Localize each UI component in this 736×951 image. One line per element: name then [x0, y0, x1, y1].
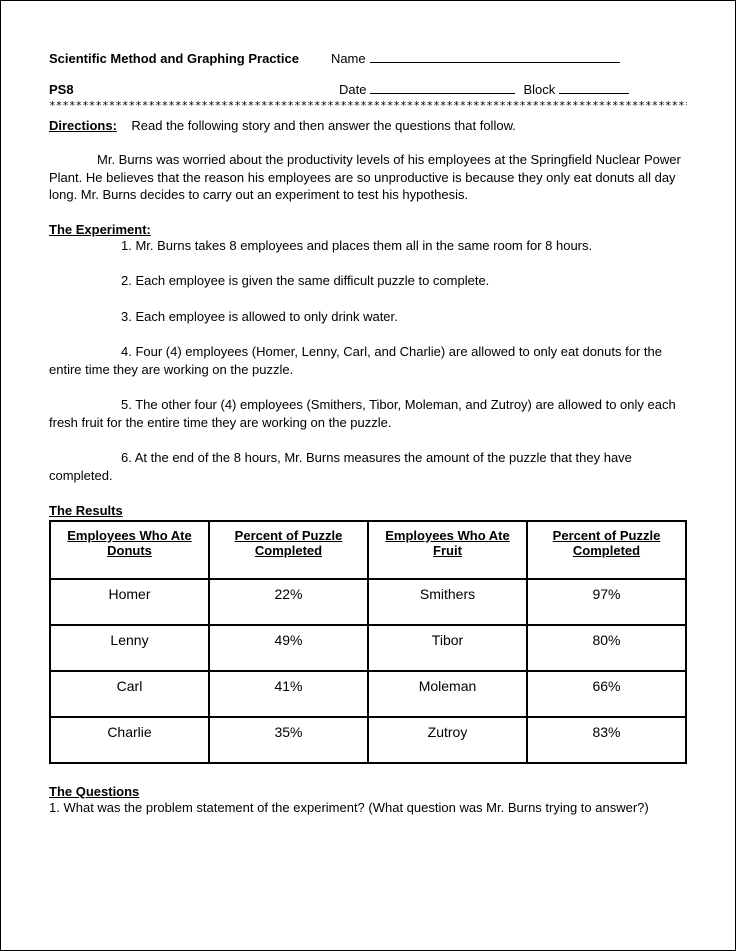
question-1: 1. What was the problem statement of the… — [49, 799, 687, 817]
cell: 22% — [209, 579, 368, 625]
header-row-2: PS8 Date Block — [49, 80, 687, 97]
table-row: Lenny 49% Tibor 80% — [50, 625, 686, 671]
course-code: PS8 — [49, 82, 339, 97]
story-paragraph: Mr. Burns was worried about the producti… — [49, 151, 687, 204]
header-row-1: Scientific Method and Graphing Practice … — [49, 49, 687, 66]
date-label: Date — [339, 82, 366, 97]
question-text: What was the problem statement of the ex… — [63, 800, 648, 815]
table-row: Charlie 35% Zutroy 83% — [50, 717, 686, 763]
name-blank — [370, 49, 620, 63]
col-header-2: Percent of Puzzle Completed — [209, 521, 368, 579]
divider-stars: ****************************************… — [49, 99, 687, 112]
table-header-row: Employees Who Ate Donuts Percent of Puzz… — [50, 521, 686, 579]
exp-step-2: 2. Each employee is given the same diffi… — [49, 272, 687, 290]
directions: Directions: Read the following story and… — [49, 118, 687, 133]
col-header-4: Percent of Puzzle Completed — [527, 521, 686, 579]
date-blank — [370, 80, 515, 94]
directions-label: Directions: — [49, 118, 117, 133]
worksheet-page: Scientific Method and Graphing Practice … — [0, 0, 736, 951]
name-label: Name — [331, 51, 366, 66]
exp-step-6: 6. At the end of the 8 hours, Mr. Burns … — [49, 449, 687, 484]
cell: Lenny — [50, 625, 209, 671]
cell: Zutroy — [368, 717, 527, 763]
experiment-label: The Experiment: — [49, 222, 687, 237]
cell: 97% — [527, 579, 686, 625]
col-header-3: Employees Who Ate Fruit — [368, 521, 527, 579]
cell: 41% — [209, 671, 368, 717]
cell: Charlie — [50, 717, 209, 763]
block-label: Block — [523, 82, 555, 97]
cell: 49% — [209, 625, 368, 671]
cell: 35% — [209, 717, 368, 763]
exp-step-1: 1. Mr. Burns takes 8 employees and place… — [49, 237, 687, 255]
block-blank — [559, 80, 629, 94]
exp-step-3: 3. Each employee is allowed to only drin… — [49, 308, 687, 326]
questions-label: The Questions — [49, 784, 687, 799]
cell: 66% — [527, 671, 686, 717]
questions-section: The Questions 1. What was the problem st… — [49, 784, 687, 817]
cell: Homer — [50, 579, 209, 625]
results-table: Employees Who Ate Donuts Percent of Puzz… — [49, 520, 687, 764]
exp-step-5: 5. The other four (4) employees (Smither… — [49, 396, 687, 431]
exp-step-4: 4. Four (4) employees (Homer, Lenny, Car… — [49, 343, 687, 378]
col-header-1: Employees Who Ate Donuts — [50, 521, 209, 579]
directions-text: Read the following story and then answer… — [131, 118, 515, 133]
cell: Tibor — [368, 625, 527, 671]
results-section: The Results Employees Who Ate Donuts Per… — [49, 503, 687, 764]
cell: 80% — [527, 625, 686, 671]
table-row: Homer 22% Smithers 97% — [50, 579, 686, 625]
cell: Carl — [50, 671, 209, 717]
question-number: 1. — [49, 800, 63, 815]
worksheet-title: Scientific Method and Graphing Practice — [49, 51, 299, 66]
cell: Smithers — [368, 579, 527, 625]
experiment-section: The Experiment: 1. Mr. Burns takes 8 emp… — [49, 222, 687, 485]
table-row: Carl 41% Moleman 66% — [50, 671, 686, 717]
cell: 83% — [527, 717, 686, 763]
results-label: The Results — [49, 503, 687, 518]
cell: Moleman — [368, 671, 527, 717]
